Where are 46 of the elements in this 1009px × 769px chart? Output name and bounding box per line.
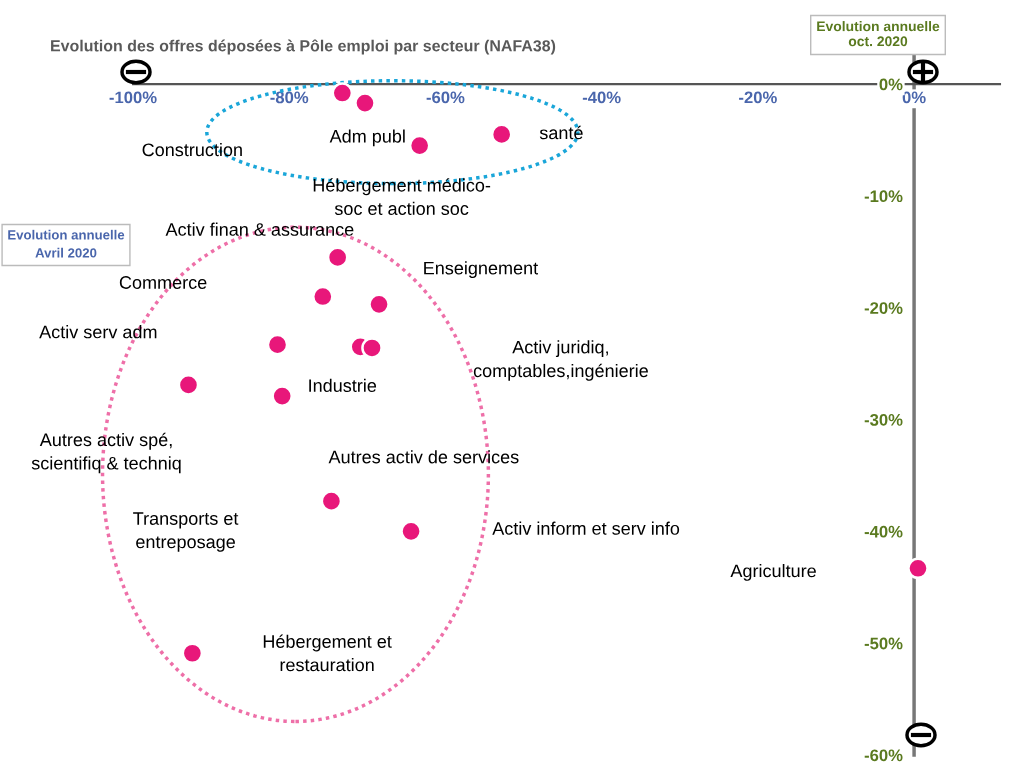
- annotation: Construction: [142, 142, 242, 157]
- annotation: Agriculture: [730, 564, 816, 581]
- annotation: Autres activ de services: [328, 450, 519, 464]
- annotation: Activ juridiq, comptables,ingénierie: [473, 340, 648, 381]
- y-tick-label: -40%: [864, 525, 903, 538]
- annotation: Enseignement: [424, 261, 539, 279]
- y-tick-label: -20%: [864, 302, 903, 314]
- annotation: Transports et entreposage: [133, 512, 239, 552]
- point: [311, 285, 334, 308]
- annotation: Industrie: [309, 378, 377, 392]
- text: Evolution des offres déposées à Pôle emploi par secteur (NAFA38): [51, 39, 556, 55]
- y-tick-label: -30%: [864, 413, 903, 426]
- y-tick-label: -60%: [864, 749, 903, 762]
- annotation: Hébergement et restauration: [263, 634, 392, 672]
- point: [490, 123, 513, 146]
- annotation: Commerce: [119, 276, 207, 289]
- point: [368, 293, 390, 316]
- point: [907, 557, 929, 580]
- x-tick-label: -80%: [270, 91, 309, 104]
- x-tick-label: -100%: [109, 91, 157, 104]
- y-axis-title: Evolution annuelle oct. 2020: [817, 21, 940, 47]
- x-tick-label: 0%: [902, 91, 926, 104]
- point: [408, 134, 431, 157]
- annotation: santé: [539, 125, 583, 140]
- x-tick-label: -40%: [582, 91, 621, 104]
- point: [181, 642, 204, 665]
- point: [177, 374, 200, 396]
- point: [271, 385, 294, 407]
- annotation: Autres activ spé, scientifiq & techniq: [31, 432, 181, 474]
- y-tick-label: 0%: [879, 78, 903, 91]
- annotation: Activ inform et serv info: [492, 521, 680, 535]
- annotation: Adm publ: [329, 129, 405, 147]
- point: [361, 337, 383, 359]
- point: [354, 92, 376, 114]
- point: [266, 333, 289, 356]
- y-tick-label: -10%: [864, 190, 903, 203]
- point: [331, 82, 354, 104]
- y-tick-label: -50%: [864, 637, 903, 650]
- x-axis-title: Evolution annuelle Avril 2020: [8, 229, 125, 258]
- point: [326, 246, 349, 269]
- x-tick-label: -20%: [739, 91, 777, 104]
- annotation: Activ serv adm: [39, 325, 157, 339]
- x-tick-label: -60%: [426, 91, 465, 104]
- point: [400, 520, 422, 543]
- point: [320, 490, 343, 512]
- annotation: Hébergement médico- soc et action soc: [313, 178, 491, 216]
